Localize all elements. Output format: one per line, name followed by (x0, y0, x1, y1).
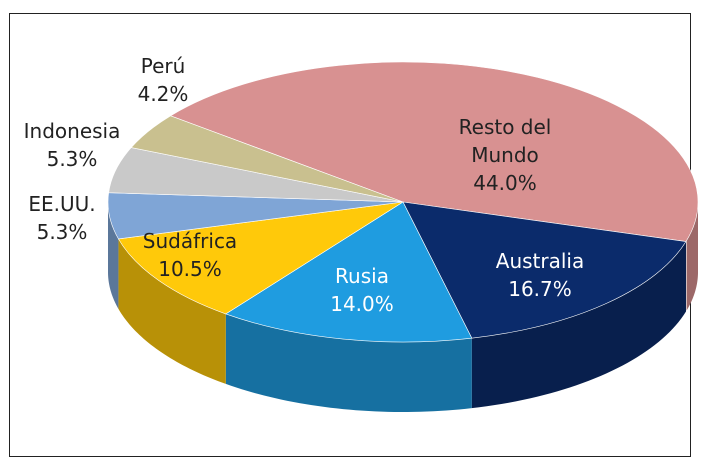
slice-label: Resto del Mundo 44.0% (440, 113, 570, 197)
slice-side (118, 238, 226, 384)
slice-side (225, 313, 472, 412)
category-label: Australia (495, 249, 585, 273)
value-label: 5.3% (46, 147, 98, 171)
value-label: 16.7% (508, 277, 572, 301)
slice (117, 201, 404, 315)
category-label: Sudáfrica (142, 229, 238, 253)
slice-side (471, 241, 686, 409)
category-label: Resto del Mundo (458, 115, 552, 167)
category-label: Indonesia (23, 119, 121, 143)
slice (169, 61, 699, 242)
value-label: 14.0% (330, 292, 394, 316)
slice-side (108, 202, 119, 309)
value-label: 44.0% (473, 171, 537, 195)
category-label: Perú (140, 54, 186, 78)
tops (107, 61, 699, 343)
sides (108, 202, 698, 412)
slice-label: EE.UU. 5.3% (17, 190, 107, 246)
slice-label: Indonesia 5.3% (7, 117, 137, 173)
slice-side (686, 202, 698, 311)
slice (402, 201, 687, 339)
value-label: 4.2% (137, 82, 189, 106)
slice-label: Sudáfrica 10.5% (130, 227, 250, 283)
value-label: 10.5% (158, 257, 222, 281)
slice (225, 201, 473, 343)
category-label: Rusia (335, 264, 389, 288)
slice-label: Rusia 14.0% (307, 262, 417, 318)
slice-label: Australia 16.7% (470, 247, 610, 303)
category-label: EE.UU. (28, 192, 96, 216)
value-label: 5.3% (36, 220, 88, 244)
slice-label: Perú 4.2% (123, 52, 203, 108)
slice (130, 115, 404, 203)
